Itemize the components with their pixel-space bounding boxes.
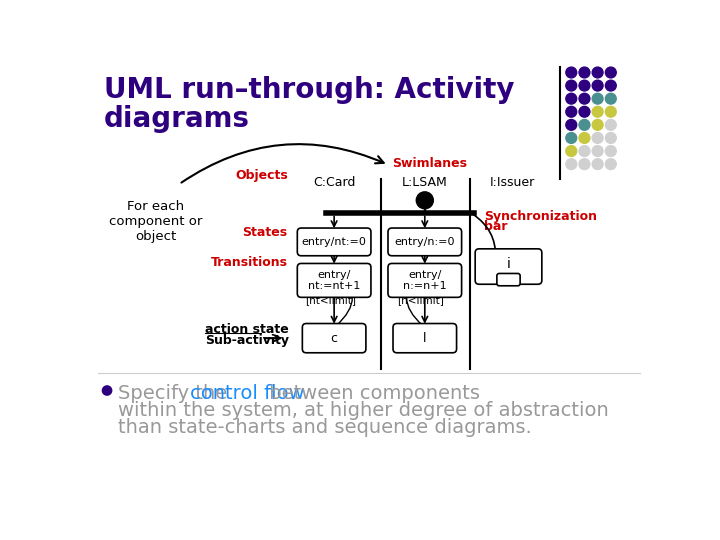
Text: [nt<limit]: [nt<limit] — [305, 295, 356, 305]
Circle shape — [579, 106, 590, 117]
Circle shape — [579, 119, 590, 130]
Text: Specify the: Specify the — [118, 384, 233, 403]
Circle shape — [593, 159, 603, 170]
Text: [n<limit]: [n<limit] — [397, 295, 444, 305]
Text: entry/n:=0: entry/n:=0 — [395, 237, 455, 247]
Text: Objects: Objects — [235, 168, 287, 182]
Circle shape — [566, 146, 577, 157]
Circle shape — [606, 80, 616, 91]
Circle shape — [416, 192, 433, 209]
Circle shape — [606, 106, 616, 117]
Circle shape — [593, 80, 603, 91]
Text: C:Card: C:Card — [313, 177, 355, 190]
Circle shape — [606, 67, 616, 78]
Text: entry/
nt:=nt+1: entry/ nt:=nt+1 — [308, 269, 360, 291]
Circle shape — [579, 80, 590, 91]
Text: For each
component or
object: For each component or object — [109, 200, 202, 242]
Text: Transitions: Transitions — [211, 256, 287, 269]
Circle shape — [579, 146, 590, 157]
Text: than state-charts and sequence diagrams.: than state-charts and sequence diagrams. — [118, 418, 531, 437]
FancyBboxPatch shape — [388, 228, 462, 256]
Circle shape — [593, 119, 603, 130]
Circle shape — [566, 93, 577, 104]
Circle shape — [566, 159, 577, 170]
Circle shape — [579, 159, 590, 170]
Circle shape — [606, 146, 616, 157]
Text: I:Issuer: I:Issuer — [490, 177, 535, 190]
Text: Synchronization: Synchronization — [484, 210, 597, 222]
Circle shape — [579, 93, 590, 104]
FancyArrowPatch shape — [181, 144, 384, 183]
Text: control flow: control flow — [190, 384, 305, 403]
FancyBboxPatch shape — [497, 273, 520, 286]
Circle shape — [606, 93, 616, 104]
Circle shape — [593, 132, 603, 143]
Text: bar: bar — [484, 220, 507, 233]
Text: i: i — [507, 257, 510, 271]
Circle shape — [593, 106, 603, 117]
Circle shape — [606, 119, 616, 130]
Circle shape — [566, 67, 577, 78]
Text: Swimlanes: Swimlanes — [392, 157, 467, 170]
Circle shape — [566, 132, 577, 143]
Text: action state: action state — [204, 323, 289, 336]
FancyBboxPatch shape — [388, 264, 462, 298]
Text: between components: between components — [263, 384, 480, 403]
Circle shape — [102, 386, 112, 395]
Text: States: States — [243, 226, 287, 240]
FancyBboxPatch shape — [475, 249, 542, 284]
FancyBboxPatch shape — [297, 228, 371, 256]
Circle shape — [579, 67, 590, 78]
Text: entry/nt:=0: entry/nt:=0 — [302, 237, 366, 247]
Circle shape — [566, 119, 577, 130]
Text: UML run–through: Activity: UML run–through: Activity — [104, 76, 515, 104]
Circle shape — [593, 93, 603, 104]
Circle shape — [606, 159, 616, 170]
Text: within the system, at higher degree of abstraction: within the system, at higher degree of a… — [118, 401, 608, 420]
Text: L:LSAM: L:LSAM — [402, 177, 448, 190]
Circle shape — [566, 106, 577, 117]
Circle shape — [566, 80, 577, 91]
Text: l: l — [423, 332, 426, 345]
Text: Sub-activity: Sub-activity — [204, 334, 289, 347]
Text: diagrams: diagrams — [104, 105, 250, 133]
FancyBboxPatch shape — [393, 323, 456, 353]
Text: c: c — [330, 332, 338, 345]
FancyBboxPatch shape — [297, 264, 371, 298]
Circle shape — [606, 132, 616, 143]
FancyBboxPatch shape — [302, 323, 366, 353]
Circle shape — [593, 67, 603, 78]
Circle shape — [579, 132, 590, 143]
Circle shape — [593, 146, 603, 157]
Text: entry/
n:=n+1: entry/ n:=n+1 — [403, 269, 446, 291]
